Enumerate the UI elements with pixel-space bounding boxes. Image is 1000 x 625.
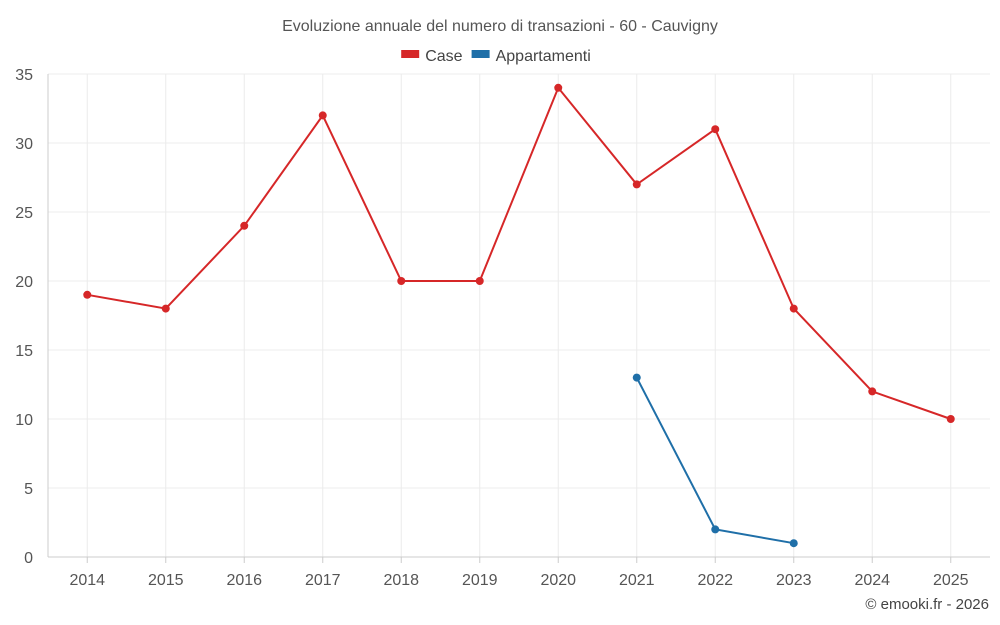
credit-text: © emooki.fr - 2026 [865, 596, 989, 613]
data-point[interactable] [632, 180, 641, 189]
x-tick-label: 2016 [226, 572, 262, 589]
data-point[interactable] [711, 525, 720, 534]
y-tick-label: 5 [24, 481, 33, 498]
data-point[interactable] [711, 125, 720, 134]
data-point[interactable] [475, 277, 484, 285]
y-tick-label: 30 [15, 136, 33, 153]
y-tick-label: 35 [15, 67, 33, 84]
series-line [87, 85, 952, 420]
data-point[interactable] [789, 304, 798, 313]
data-point[interactable] [397, 277, 406, 285]
chart-title: Evoluzione annuale del numero di transaz… [282, 18, 718, 35]
legend-swatch [401, 50, 420, 58]
x-tick-label: 2014 [69, 572, 105, 589]
x-tick-label: 2020 [540, 572, 576, 589]
y-tick-label: 25 [15, 205, 33, 222]
legend: Case Appartamenti [401, 48, 591, 65]
legend-label: Appartamenti [496, 48, 591, 65]
series-case [83, 83, 955, 423]
x-tick-label: 2024 [854, 572, 890, 589]
y-tick-label: 15 [15, 343, 33, 360]
y-tick-label: 0 [24, 550, 33, 567]
data-point[interactable] [554, 83, 563, 92]
x-tick-label: 2025 [933, 572, 969, 589]
data-point[interactable] [83, 290, 92, 299]
x-tick-label: 2022 [697, 572, 733, 589]
grid [47, 73, 990, 563]
x-tick-label: 2023 [776, 572, 812, 589]
x-tick-label: 2019 [462, 572, 498, 589]
data-point[interactable] [161, 304, 170, 313]
y-tick-label: 20 [15, 274, 33, 291]
legend-item[interactable]: Appartamenti [471, 48, 591, 65]
y-axis-ticks: 0 5 10 15 20 25 30 35 [15, 67, 33, 567]
x-tick-label: 2017 [305, 572, 341, 589]
legend-swatch [471, 50, 490, 58]
x-tick-label: 2015 [148, 572, 184, 589]
legend-label: Case [425, 48, 462, 65]
legend-item[interactable]: Case [401, 48, 463, 65]
y-tick-label: 10 [15, 412, 33, 429]
data-point[interactable] [318, 111, 327, 120]
data-point[interactable] [632, 373, 641, 382]
data-point[interactable] [946, 415, 955, 423]
series-group [83, 83, 955, 548]
data-point[interactable] [240, 221, 249, 230]
x-axis-ticks: 2014 2015 2016 2017 2018 2019 2020 2021 2022 2023… [69, 572, 968, 589]
x-tick-label: 2018 [383, 572, 419, 589]
x-tick-label: 2021 [619, 572, 655, 589]
data-point[interactable] [868, 387, 877, 396]
data-point[interactable] [789, 539, 798, 548]
series-appartamenti [632, 373, 798, 548]
